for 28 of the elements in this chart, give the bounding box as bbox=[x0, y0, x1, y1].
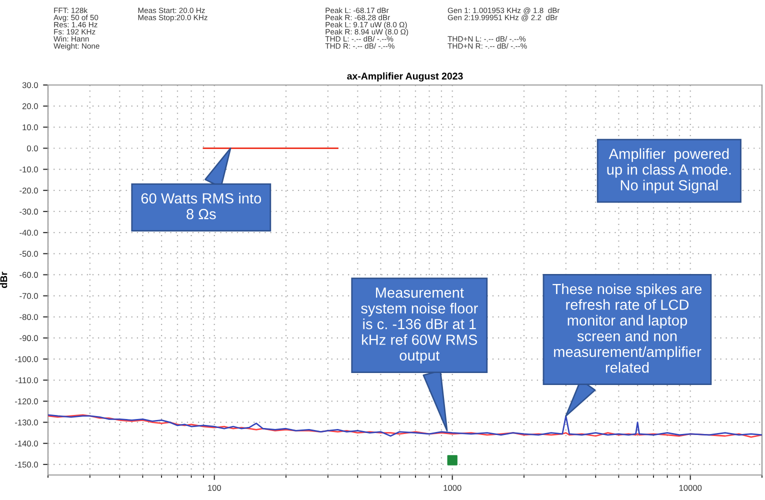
y-tick-label: -120.0 bbox=[15, 398, 38, 404]
y-tick-label: -80.0 bbox=[20, 314, 38, 320]
annotation: Amplifier powered up in class A mode. No input Signal bbox=[607, 148, 731, 194]
x-tick-label: 1000 bbox=[444, 484, 462, 491]
annotation: These noise spikes are refresh rate of LCD monitor and laptop screen and non measurement/amplifier related bbox=[552, 283, 702, 373]
y-axis-title: dBr bbox=[0, 272, 8, 288]
y-tick-label: -70.0 bbox=[20, 293, 38, 299]
y-tick-label: -140.0 bbox=[15, 440, 38, 446]
y-tick-label: -40.0 bbox=[20, 230, 38, 236]
annotation: Measurement system noise floor is c. -136 dBr at 1 kHz ref 60W RMS output bbox=[361, 288, 478, 364]
y-tick-label: -150.0 bbox=[15, 462, 38, 468]
y-tick-label: -100.0 bbox=[15, 356, 38, 362]
y-tick-label: -130.0 bbox=[15, 420, 38, 426]
y-tick-label: -10.0 bbox=[20, 166, 38, 172]
y-tick-label: -60.0 bbox=[20, 272, 38, 278]
y-tick-label: -20.0 bbox=[20, 188, 38, 194]
y-tick-label: -90.0 bbox=[20, 335, 38, 342]
x-tick-label: 100 bbox=[208, 484, 221, 491]
y-tick-label: 20.0 bbox=[22, 103, 38, 110]
y-tick-label: -30.0 bbox=[20, 208, 38, 215]
y-tick-label: 0.0 bbox=[27, 145, 38, 152]
y-tick-label: 30.0 bbox=[22, 82, 38, 88]
y-tick-label: -110.0 bbox=[16, 377, 38, 384]
chart-title: ax-Amplifier August 2023 bbox=[347, 72, 463, 82]
y-tick-label: -50.0 bbox=[20, 250, 38, 257]
x-tick-label: 10000 bbox=[679, 484, 702, 491]
annotation: 60 Watts RMS into 8 Ωs bbox=[141, 192, 262, 220]
y-tick-label: 10.0 bbox=[22, 124, 38, 130]
